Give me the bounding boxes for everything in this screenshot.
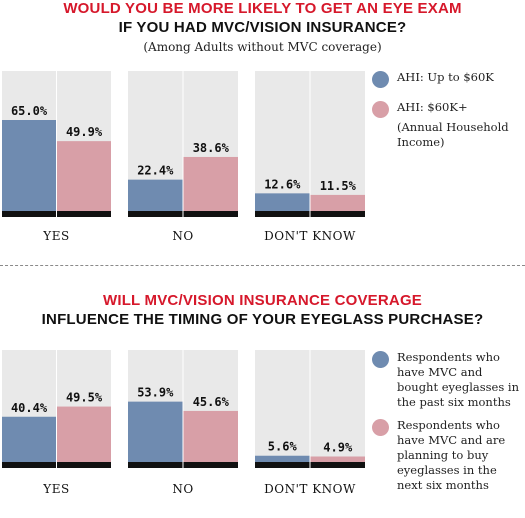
- bar-value-label: 49.5%: [66, 391, 103, 405]
- category-label: DON'T KNOW: [264, 229, 356, 243]
- legend-note-text: (Annual Household Income): [397, 120, 509, 149]
- bar-divider: [182, 350, 184, 468]
- bar-value-label: 11.5%: [320, 179, 357, 193]
- bar: [255, 193, 310, 211]
- bar: [57, 406, 111, 462]
- bar-value-label: 40.4%: [11, 401, 48, 415]
- bar-value-label: 53.9%: [137, 386, 174, 400]
- chart1-note: (Among Adults without MVC coverage): [143, 40, 382, 54]
- legend-swatch-pink: [372, 419, 389, 436]
- bar-divider: [182, 71, 184, 217]
- bar-value-label: 12.6%: [264, 177, 301, 191]
- bar-value-label: 4.9%: [323, 441, 353, 455]
- bar-divider: [56, 71, 57, 217]
- bar: [2, 416, 56, 462]
- legend-swatch-pink: [372, 101, 389, 118]
- legend-label: Respondents who have MVC and are plannin…: [397, 418, 506, 492]
- legend-swatch-blue: [372, 351, 389, 368]
- bar: [2, 120, 56, 211]
- category-label: NO: [172, 229, 193, 243]
- chart1-subtitle: IF YOU HAD MVC/VISION INSURANCE?: [118, 19, 407, 36]
- category-label: NO: [172, 482, 193, 496]
- bar-divider: [309, 350, 311, 468]
- chart2-subtitle: INFLUENCE THE TIMING OF YOUR EYEGLASS PU…: [41, 311, 484, 328]
- legend-label: AHI: Up to $60K: [397, 70, 494, 84]
- bar: [183, 410, 238, 462]
- bar-value-label: 5.6%: [268, 440, 298, 454]
- bar-divider: [309, 71, 311, 217]
- chart1-svg: 65.0% 49.9% YES 22.4% 38.6% NO 12.6% 11.5% DON'T…: [2, 71, 365, 243]
- legend-label: Respondents who have MVC and bought eyeg…: [397, 350, 519, 409]
- bar-value-label: 45.6%: [193, 395, 230, 409]
- legend-label: AHI: $60K+: [397, 100, 468, 114]
- chart2-title: WILL MVC/VISION INSURANCE COVERAGE: [102, 292, 423, 309]
- bar: [57, 141, 111, 211]
- chart1-title: WOULD YOU BE MORE LIKELY TO GET AN EYE E…: [63, 0, 462, 17]
- section-divider: [0, 265, 525, 266]
- bar: [310, 456, 365, 462]
- bar-value-label: 65.0%: [11, 104, 48, 118]
- legend-swatch-blue: [372, 71, 389, 88]
- bar: [183, 156, 238, 211]
- category-label: YES: [42, 229, 69, 243]
- bar-value-label: 49.9%: [66, 125, 103, 139]
- bar: [310, 194, 365, 211]
- bar-value-label: 38.6%: [193, 141, 230, 155]
- bar-divider: [56, 350, 57, 468]
- bar: [128, 401, 183, 462]
- bar-value-label: 22.4%: [137, 164, 174, 178]
- bar: [128, 179, 183, 211]
- category-label: YES: [42, 482, 69, 496]
- category-label: DON'T KNOW: [264, 482, 356, 496]
- bar: [255, 455, 310, 462]
